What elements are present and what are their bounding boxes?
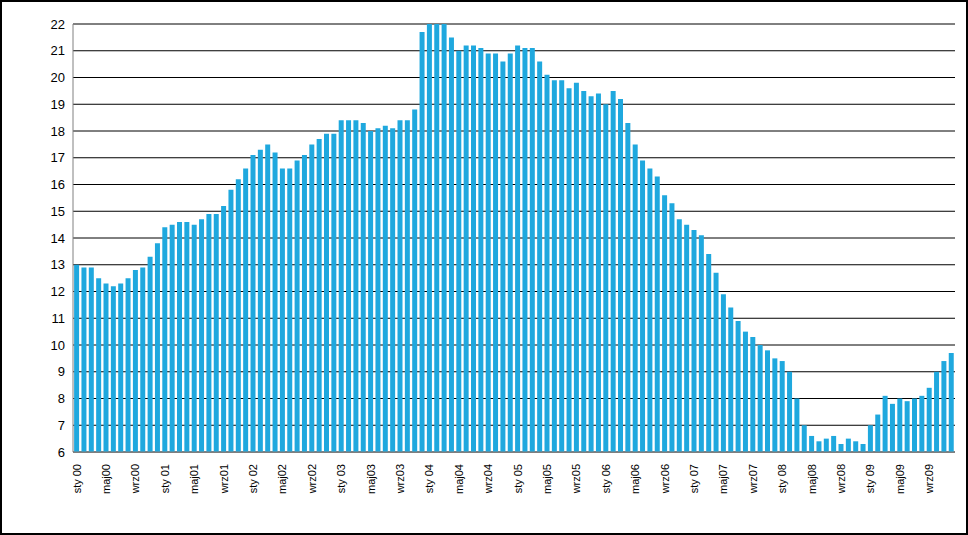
svg-text:sty 07: sty 07 — [688, 464, 700, 493]
svg-text:maj07: maj07 — [717, 464, 729, 494]
svg-text:13: 13 — [51, 257, 65, 272]
svg-text:15: 15 — [51, 204, 65, 219]
svg-text:sty 06: sty 06 — [600, 464, 612, 493]
svg-text:maj01: maj01 — [188, 464, 200, 494]
svg-text:22: 22 — [51, 17, 65, 32]
svg-text:16: 16 — [51, 177, 65, 192]
svg-text:sty 02: sty 02 — [247, 464, 259, 493]
svg-text:sty 08: sty 08 — [776, 464, 788, 493]
svg-text:wrz09: wrz09 — [923, 464, 935, 494]
svg-text:wrz02: wrz02 — [306, 464, 318, 494]
svg-text:wrz08: wrz08 — [835, 464, 847, 494]
svg-text:21: 21 — [51, 43, 65, 58]
svg-text:maj02: maj02 — [276, 464, 288, 494]
svg-text:wrz06: wrz06 — [659, 464, 671, 494]
svg-text:maj04: maj04 — [453, 464, 465, 494]
svg-text:6: 6 — [58, 445, 65, 460]
svg-text:8: 8 — [58, 391, 65, 406]
svg-text:wrz00: wrz00 — [129, 464, 141, 494]
svg-text:10: 10 — [51, 338, 65, 353]
svg-text:18: 18 — [51, 124, 65, 139]
svg-text:maj05: maj05 — [541, 464, 553, 494]
svg-text:sty 05: sty 05 — [512, 464, 524, 493]
svg-text:14: 14 — [51, 231, 65, 246]
svg-text:9: 9 — [58, 364, 65, 379]
svg-text:sty 04: sty 04 — [423, 464, 435, 493]
svg-text:maj00: maj00 — [100, 464, 112, 494]
svg-text:12: 12 — [51, 284, 65, 299]
svg-text:maj03: maj03 — [365, 464, 377, 494]
svg-text:7: 7 — [58, 418, 65, 433]
svg-text:sty 00: sty 00 — [71, 464, 83, 493]
svg-text:sty 03: sty 03 — [335, 464, 347, 493]
svg-text:20: 20 — [51, 70, 65, 85]
svg-text:wrz03: wrz03 — [394, 464, 406, 494]
svg-text:11: 11 — [52, 311, 66, 326]
svg-text:wrz07: wrz07 — [747, 464, 759, 494]
svg-text:wrz04: wrz04 — [482, 464, 494, 494]
svg-text:maj08: maj08 — [806, 464, 818, 494]
svg-text:maj09: maj09 — [894, 464, 906, 494]
svg-text:sty 01: sty 01 — [159, 464, 171, 493]
svg-text:sty 09: sty 09 — [864, 464, 876, 493]
svg-text:wrz01: wrz01 — [218, 464, 230, 494]
svg-text:wrz05: wrz05 — [570, 464, 582, 494]
svg-text:19: 19 — [51, 97, 65, 112]
svg-text:17: 17 — [51, 150, 65, 165]
svg-text:maj06: maj06 — [629, 464, 641, 494]
